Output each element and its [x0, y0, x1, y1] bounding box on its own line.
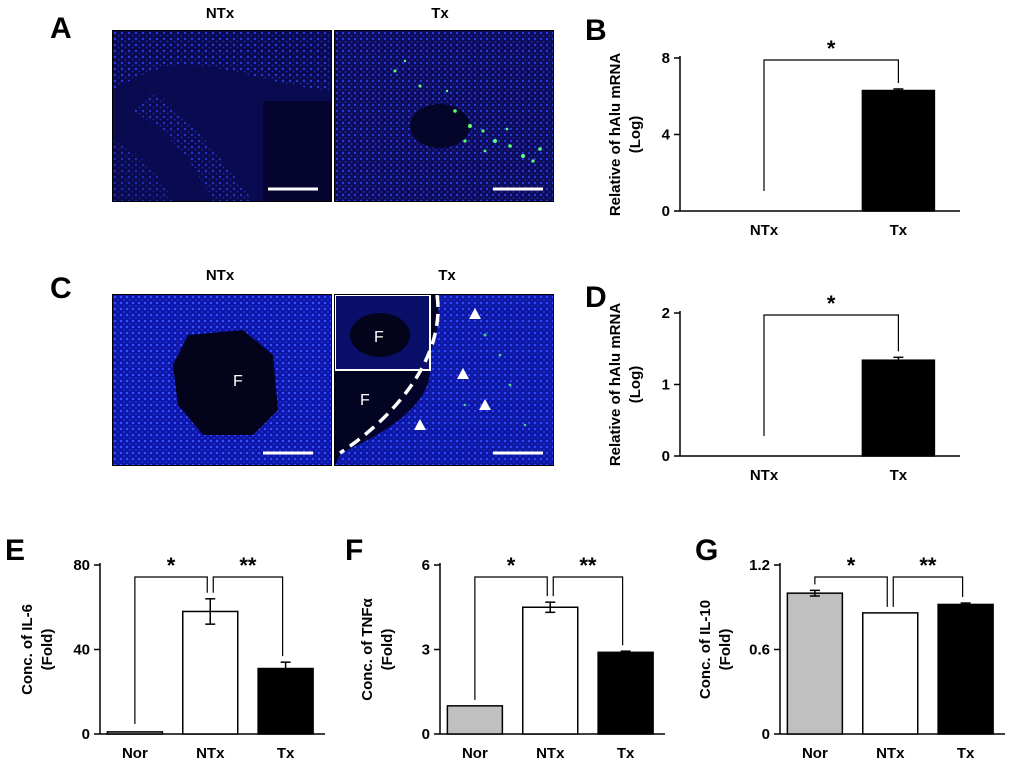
significance-bracket-b [763, 59, 899, 191]
y-tick-label-f: 0 [422, 726, 430, 743]
y-tick-label-b: 0 [662, 203, 670, 220]
x-tick-label-f: Nor [462, 745, 488, 762]
y-axis-label-e: Conc. of IL-6 [19, 604, 36, 695]
y-tick-label-e: 40 [73, 642, 90, 659]
panel-a-tx-label: Tx [431, 5, 449, 22]
x-tick-label-b: NTx [750, 222, 779, 239]
y-tick-label-f: 3 [422, 642, 430, 659]
y-axis-label-g: Conc. of IL-10 [697, 600, 714, 699]
x-tick-label-g: NTx [876, 745, 905, 762]
y-axis-label-d: Relative of hAlu mRNA [607, 303, 624, 467]
y-axis-label-f: (Fold) [379, 629, 396, 671]
panel-letter-g: G [695, 534, 718, 567]
panel-a-tx-image [334, 30, 554, 202]
x-tick-label-g: Tx [957, 745, 975, 762]
bar-e [182, 610, 239, 735]
bar-g [937, 603, 994, 735]
panel-c-tx-label: Tx [438, 267, 456, 284]
x-tick-label-f: Tx [617, 745, 635, 762]
significance-label-f: ** [579, 553, 597, 578]
panel-c-tx-follicle-label: F [360, 392, 370, 409]
panel-c-ntx-follicle-label: F [233, 373, 243, 390]
y-axis-label-d: (Log) [627, 366, 644, 403]
significance-bracket-d [763, 314, 899, 436]
panel-letter-c: C [50, 272, 72, 305]
y-tick-label-b: 8 [662, 50, 670, 67]
panel-letter-a: A [50, 12, 72, 45]
y-tick-label-f: 6 [422, 557, 430, 574]
x-tick-label-e: Tx [277, 745, 295, 762]
significance-label-d: * [827, 291, 836, 316]
x-tick-label-f: NTx [536, 745, 565, 762]
significance-bracket-e [212, 576, 284, 657]
bar-b [861, 89, 936, 212]
bar-e [106, 731, 164, 735]
x-tick-label-e: NTx [196, 745, 225, 762]
panel-c-tx-inset-follicle-label: F [374, 329, 384, 346]
bar-f [522, 606, 579, 735]
y-tick-label-d: 0 [662, 448, 670, 465]
bar-g [862, 612, 919, 735]
significance-label-f: * [507, 553, 516, 578]
x-tick-label-d: Tx [890, 467, 908, 484]
y-axis-label-f: Conc. of TNFα [359, 597, 376, 700]
significance-bracket-f [474, 576, 548, 700]
bar-f [597, 651, 654, 735]
panel-c-ntx-label: NTx [205, 267, 235, 284]
x-tick-label-g: Nor [802, 745, 828, 762]
significance-bracket-e [134, 576, 208, 724]
y-axis-label-b: (Log) [627, 116, 644, 153]
significance-label-g: ** [919, 553, 937, 578]
panel-letter-b: B [585, 14, 607, 47]
y-axis-label-e: (Fold) [39, 629, 56, 671]
significance-label-g: * [847, 553, 856, 578]
x-tick-label-b: Tx [890, 222, 908, 239]
x-tick-label-d: NTx [750, 467, 779, 484]
bar-d [861, 359, 936, 457]
significance-label-b: * [827, 36, 836, 61]
significance-label-e: * [167, 553, 176, 578]
significance-label-e: ** [239, 553, 257, 578]
y-axis-label-g: (Fold) [717, 629, 734, 671]
significance-bracket-f [552, 576, 624, 646]
y-tick-label-g: 0 [762, 726, 770, 743]
y-tick-label-e: 80 [73, 557, 90, 574]
panel-c-tx-image [334, 294, 554, 466]
panel-letter-e: E [5, 534, 25, 567]
bar-f [446, 705, 504, 735]
panel-letter-f: F [345, 534, 363, 567]
panel-a-ntx-label: NTx [205, 5, 235, 22]
significance-bracket-g [892, 576, 964, 607]
x-tick-label-e: Nor [122, 745, 148, 762]
panel-a-ntx-image [112, 30, 332, 202]
bar-e [257, 667, 314, 735]
y-tick-label-e: 0 [82, 726, 90, 743]
y-tick-label-d: 2 [662, 305, 670, 322]
y-tick-label-g: 1.2 [749, 557, 770, 574]
y-axis-label-b: Relative of hAlu mRNA [607, 53, 624, 217]
bar-g [786, 592, 844, 735]
y-tick-label-d: 1 [662, 377, 670, 394]
panel-letter-d: D [585, 281, 607, 314]
y-tick-label-g: 0.6 [749, 642, 770, 659]
y-tick-label-b: 4 [662, 127, 671, 144]
panel-c-ntx-image [112, 294, 332, 466]
significance-bracket-g [814, 576, 888, 607]
